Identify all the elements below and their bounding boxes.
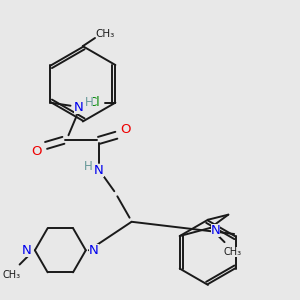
Text: N: N <box>94 164 104 177</box>
Text: H: H <box>85 96 93 109</box>
Text: N: N <box>211 224 220 237</box>
Text: N: N <box>22 244 32 257</box>
Text: N: N <box>89 244 99 257</box>
Text: CH₃: CH₃ <box>95 29 115 39</box>
Text: N: N <box>74 101 83 114</box>
Text: O: O <box>32 145 42 158</box>
Text: O: O <box>120 123 131 136</box>
Text: H: H <box>83 160 92 173</box>
Text: CH₃: CH₃ <box>224 247 242 257</box>
Text: Cl: Cl <box>88 96 100 109</box>
Text: CH₃: CH₃ <box>2 270 20 280</box>
